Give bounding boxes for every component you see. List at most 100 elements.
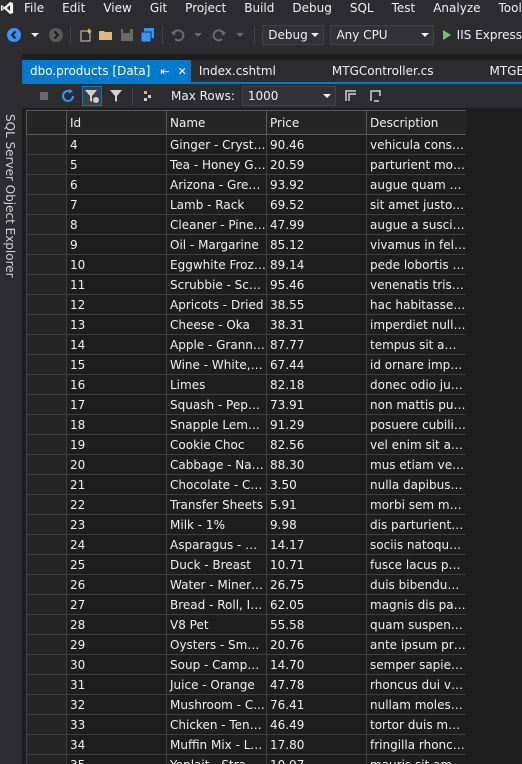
cell-name[interactable]: Limes xyxy=(166,374,267,395)
table-row[interactable]: 5 Tea - Honey Gr... 20.59 parturient mon... xyxy=(26,154,466,175)
cell-price[interactable]: 20.76 xyxy=(266,634,367,655)
table-row[interactable]: 12 Apricots - Dried 38.55 hac habitasse p..… xyxy=(26,294,466,315)
cell-description[interactable]: augue quam so... xyxy=(366,174,466,195)
table-row[interactable]: 32 Mushroom - C... 76.41 nullam molesti... xyxy=(26,694,466,715)
redo-dropdown-icon[interactable] xyxy=(232,26,249,44)
close-icon[interactable]: ✕ xyxy=(177,64,187,78)
cell-description[interactable]: mus etiam vel a... xyxy=(366,454,466,475)
menu-item-debug[interactable]: Debug xyxy=(292,1,332,15)
cell-price[interactable]: 38.31 xyxy=(266,314,367,335)
cell-name[interactable]: Juice - Orange xyxy=(166,674,267,695)
row-header[interactable] xyxy=(26,614,67,635)
row-header[interactable] xyxy=(26,694,67,715)
cell-id[interactable]: 31 xyxy=(66,674,167,695)
cell-name[interactable]: Milk - 1% xyxy=(166,514,267,535)
cell-id[interactable]: 32 xyxy=(66,694,167,715)
cell-price[interactable]: 62.05 xyxy=(266,594,367,615)
cell-id[interactable]: 14 xyxy=(66,334,167,355)
cell-price[interactable]: 5.91 xyxy=(266,494,367,515)
cell-id[interactable]: 9 xyxy=(66,234,167,255)
cell-description[interactable]: quam suspendi... xyxy=(366,614,466,635)
filter-settings-icon[interactable] xyxy=(82,86,102,106)
row-header[interactable] xyxy=(26,354,67,375)
tab-dbo-products-data[interactable]: dbo.products [Data] ⇤ ✕ xyxy=(22,60,191,82)
run-button[interactable]: IIS Express xyxy=(442,28,522,42)
undo-icon[interactable] xyxy=(169,26,186,44)
cell-id[interactable]: 16 xyxy=(66,374,167,395)
row-header[interactable] xyxy=(26,454,67,475)
cell-description[interactable]: semper sapien ... xyxy=(366,654,466,675)
platform-select[interactable]: Any CPU xyxy=(330,25,434,45)
cell-name[interactable]: Asparagus - W... xyxy=(166,534,267,555)
cell-name[interactable]: Tea - Honey Gr... xyxy=(166,154,267,175)
row-header[interactable] xyxy=(26,574,67,595)
cell-price[interactable]: 76.41 xyxy=(266,694,367,715)
table-row[interactable]: 14 Apple - Granny ... 87.77 tempus sit ame.… xyxy=(26,334,466,355)
cell-description[interactable]: magnis dis part... xyxy=(366,594,466,615)
cell-description[interactable]: parturient mon... xyxy=(366,154,466,175)
cell-name[interactable]: Cabbage - Nap... xyxy=(166,454,267,475)
cell-name[interactable]: Oil - Margarine xyxy=(166,234,267,255)
row-header[interactable] xyxy=(26,494,67,515)
cell-id[interactable]: 11 xyxy=(66,274,167,295)
cell-price[interactable]: 47.78 xyxy=(266,674,367,695)
cell-name[interactable]: Squash - Pepper xyxy=(166,394,267,415)
cell-id[interactable]: 4 xyxy=(66,134,167,155)
refresh-icon[interactable] xyxy=(59,87,77,105)
visual-studio-logo-icon[interactable] xyxy=(0,0,14,16)
cell-name[interactable]: Oysters - Smok... xyxy=(166,634,267,655)
cell-id[interactable]: 18 xyxy=(66,414,167,435)
table-row[interactable]: 8 Cleaner - Pine S... 47.99 augue a suscipi… xyxy=(26,214,466,235)
row-header[interactable] xyxy=(26,674,67,695)
table-row[interactable]: 13 Cheese - Oka 38.31 imperdiet nulla... xyxy=(26,314,466,335)
cell-id[interactable]: 19 xyxy=(66,434,167,455)
row-header[interactable] xyxy=(26,434,67,455)
row-header[interactable] xyxy=(26,194,67,215)
cell-name[interactable]: Snapple Lemon... xyxy=(166,414,267,435)
menu-item-project[interactable]: Project xyxy=(185,1,227,15)
forward-icon[interactable] xyxy=(48,26,65,44)
row-header[interactable] xyxy=(26,414,67,435)
cell-id[interactable]: 21 xyxy=(66,474,167,495)
row-header[interactable] xyxy=(26,514,67,535)
cell-price[interactable]: 90.46 xyxy=(266,134,367,155)
row-header[interactable] xyxy=(26,374,67,395)
table-row[interactable]: 34 Muffin Mix - Le... 17.80 fringilla rhonc… xyxy=(26,734,466,755)
cell-name[interactable]: Cleaner - Pine S... xyxy=(166,214,267,235)
new-project-icon[interactable] xyxy=(77,26,94,44)
cell-description[interactable]: imperdiet nulla... xyxy=(366,314,466,335)
cell-name[interactable]: Cookie Choc xyxy=(166,434,267,455)
cell-price[interactable]: 89.14 xyxy=(266,254,367,275)
cell-id[interactable]: 25 xyxy=(66,554,167,575)
cell-id[interactable]: 13 xyxy=(66,314,167,335)
cell-price[interactable]: 46.49 xyxy=(266,714,367,735)
cell-price[interactable]: 55.58 xyxy=(266,614,367,635)
export-script-icon[interactable] xyxy=(366,87,384,105)
cell-description[interactable]: tempus sit ame... xyxy=(366,334,466,355)
redo-icon[interactable] xyxy=(211,26,228,44)
menu-item-build[interactable]: Build xyxy=(244,1,275,15)
cell-description[interactable]: donec odio just... xyxy=(366,374,466,395)
table-row[interactable]: 29 Oysters - Smok... 20.76 ante ipsum pri..… xyxy=(26,634,466,655)
cell-name[interactable]: Arizona - Green... xyxy=(166,174,267,195)
row-header[interactable] xyxy=(26,554,67,575)
corner-cell[interactable] xyxy=(26,110,67,135)
filter-icon[interactable] xyxy=(107,87,125,105)
menu-item-sql[interactable]: SQL xyxy=(349,1,374,15)
cell-id[interactable]: 15 xyxy=(66,354,167,375)
cell-name[interactable]: Lamb - Rack xyxy=(166,194,267,215)
column-header-description[interactable]: Description xyxy=(366,110,466,135)
cell-id[interactable]: 35 xyxy=(66,754,167,764)
open-folder-icon[interactable] xyxy=(98,26,115,44)
cell-name[interactable]: Chicken - Tend... xyxy=(166,714,267,735)
row-header[interactable] xyxy=(26,654,67,675)
cell-name[interactable]: Eggwhite Frozen xyxy=(166,254,267,275)
row-header[interactable] xyxy=(26,214,67,235)
cell-id[interactable]: 23 xyxy=(66,514,167,535)
cell-id[interactable]: 26 xyxy=(66,574,167,595)
table-row[interactable]: 19 Cookie Choc 82.56 vel enim sit am... xyxy=(26,434,466,455)
row-header[interactable] xyxy=(26,474,67,495)
cell-description[interactable]: rhoncus dui vel... xyxy=(366,674,466,695)
cell-description[interactable]: fusce lacus pur... xyxy=(366,554,466,575)
cell-name[interactable]: Cheese - Oka xyxy=(166,314,267,335)
